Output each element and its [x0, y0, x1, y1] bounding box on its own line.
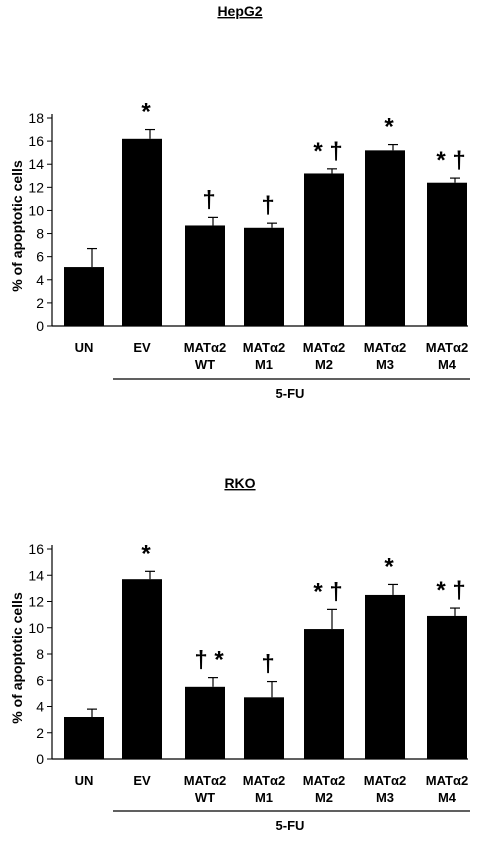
- bar: [185, 686, 225, 759]
- significance-marker: *: [384, 553, 394, 580]
- bar: [122, 579, 162, 759]
- x-category-label: M3: [376, 790, 394, 805]
- y-tick-label: 14: [28, 156, 44, 172]
- bar: [244, 227, 284, 326]
- bar: [365, 150, 405, 326]
- group-label: 5-FU: [276, 818, 305, 833]
- x-category-label: EV: [133, 340, 151, 355]
- bar: [427, 182, 467, 326]
- significance-marker: *: [384, 114, 394, 141]
- y-tick-label: 16: [28, 133, 44, 149]
- bar: [185, 225, 225, 326]
- x-category-label: MATα2: [426, 773, 468, 788]
- x-category-label: MATα2: [243, 773, 285, 788]
- y-tick-label: 0: [36, 318, 44, 334]
- y-tick-label: 2: [36, 725, 44, 741]
- y-tick-label: 4: [36, 699, 44, 715]
- y-axis-label: % of apoptotic cells: [9, 160, 25, 292]
- x-category-label: MATα2: [364, 340, 406, 355]
- significance-marker: †: [261, 192, 274, 219]
- y-tick-label: 8: [36, 226, 44, 242]
- x-category-label: MATα2: [243, 340, 285, 355]
- chart-title: RKO: [224, 475, 255, 491]
- x-category-label: WT: [195, 357, 215, 372]
- y-tick-label: 16: [28, 541, 44, 557]
- x-category-label: MATα2: [364, 773, 406, 788]
- x-category-label: EV: [133, 773, 151, 788]
- x-category-label: M2: [315, 357, 333, 372]
- bar: [365, 594, 405, 759]
- bar: [122, 138, 162, 326]
- significance-marker: * †: [313, 578, 342, 605]
- significance-marker: * †: [313, 138, 342, 165]
- bar: [64, 717, 104, 759]
- y-tick-label: 10: [28, 202, 44, 218]
- y-tick-label: 0: [36, 751, 44, 767]
- significance-marker: †: [261, 651, 274, 678]
- x-category-label: MATα2: [303, 773, 345, 788]
- y-tick-label: 14: [28, 567, 44, 583]
- bar: [304, 629, 344, 759]
- bar: [244, 697, 284, 759]
- x-category-label: UN: [75, 773, 94, 788]
- bar: [304, 173, 344, 326]
- significance-marker: *: [141, 99, 151, 126]
- y-tick-label: 8: [36, 646, 44, 662]
- significance-marker: * †: [436, 147, 465, 174]
- x-category-label: M3: [376, 357, 394, 372]
- significance-marker: †: [202, 186, 215, 213]
- x-category-label: M2: [315, 790, 333, 805]
- significance-marker: † *: [194, 647, 224, 674]
- group-label: 5-FU: [276, 386, 305, 401]
- y-tick-label: 2: [36, 295, 44, 311]
- x-category-label: MATα2: [184, 340, 226, 355]
- x-category-label: MATα2: [184, 773, 226, 788]
- x-category-label: M4: [438, 790, 457, 805]
- y-tick-label: 6: [36, 249, 44, 265]
- y-tick-label: 4: [36, 272, 44, 288]
- y-tick-label: 12: [28, 594, 44, 610]
- bar: [64, 267, 104, 326]
- x-category-label: MATα2: [426, 340, 468, 355]
- x-category-label: M4: [438, 357, 457, 372]
- x-category-label: UN: [75, 340, 94, 355]
- x-category-label: M1: [255, 357, 273, 372]
- y-tick-label: 6: [36, 672, 44, 688]
- y-axis-label: % of apoptotic cells: [9, 592, 25, 724]
- x-category-label: WT: [195, 790, 215, 805]
- significance-marker: * †: [436, 577, 465, 604]
- y-tick-label: 12: [28, 179, 44, 195]
- y-tick-label: 10: [28, 620, 44, 636]
- chart-title: HepG2: [217, 3, 262, 19]
- y-tick-label: 18: [28, 110, 44, 126]
- x-category-label: M1: [255, 790, 273, 805]
- significance-marker: *: [141, 540, 151, 567]
- bar: [427, 615, 467, 759]
- x-category-label: MATα2: [303, 340, 345, 355]
